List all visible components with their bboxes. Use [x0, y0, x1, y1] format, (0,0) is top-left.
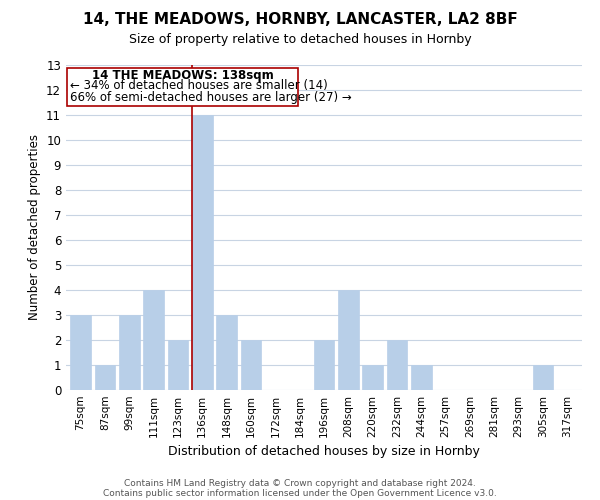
Y-axis label: Number of detached properties: Number of detached properties [28, 134, 41, 320]
Bar [411, 365, 432, 390]
Text: ← 34% of detached houses are smaller (14): ← 34% of detached houses are smaller (14… [70, 78, 328, 92]
Text: Contains public sector information licensed under the Open Government Licence v3: Contains public sector information licen… [103, 488, 497, 498]
Text: 14, THE MEADOWS, HORNBY, LANCASTER, LA2 8BF: 14, THE MEADOWS, HORNBY, LANCASTER, LA2 … [83, 12, 517, 28]
Text: 66% of semi-detached houses are larger (27) →: 66% of semi-detached houses are larger (… [70, 91, 352, 104]
X-axis label: Distribution of detached houses by size in Hornby: Distribution of detached houses by size … [168, 446, 480, 458]
Bar [95, 365, 115, 390]
Bar [338, 290, 359, 390]
Bar [386, 340, 407, 390]
Text: 14 THE MEADOWS: 138sqm: 14 THE MEADOWS: 138sqm [92, 68, 274, 82]
Bar [362, 365, 383, 390]
Bar [167, 340, 188, 390]
Bar [241, 340, 262, 390]
Bar [314, 340, 334, 390]
Bar [533, 365, 553, 390]
FancyBboxPatch shape [67, 68, 298, 106]
Bar [119, 315, 140, 390]
Bar [216, 315, 237, 390]
Text: Size of property relative to detached houses in Hornby: Size of property relative to detached ho… [128, 32, 472, 46]
Bar [192, 115, 212, 390]
Bar [70, 315, 91, 390]
Text: Contains HM Land Registry data © Crown copyright and database right 2024.: Contains HM Land Registry data © Crown c… [124, 478, 476, 488]
Bar [143, 290, 164, 390]
